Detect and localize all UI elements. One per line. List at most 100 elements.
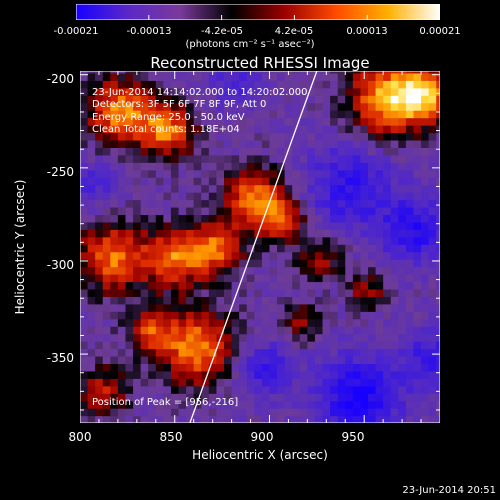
heatmap-cell <box>254 355 263 364</box>
heatmap-cell <box>80 199 89 208</box>
heatmap-cell <box>231 102 240 111</box>
heatmap-cell <box>307 95 316 104</box>
heatmap-cell <box>398 117 407 126</box>
heatmap-cell <box>163 311 172 320</box>
heatmap-cell <box>87 206 96 216</box>
heatmap-cell <box>284 147 293 156</box>
heatmap-cell <box>277 169 286 178</box>
heatmap-cell <box>307 192 316 201</box>
heatmap-cell <box>148 318 157 327</box>
heatmap-cell <box>421 162 430 171</box>
heatmap-cell <box>428 385 437 394</box>
heatmap-cell <box>413 236 422 245</box>
heatmap-cell <box>117 71 127 74</box>
heatmap-cell <box>292 147 301 156</box>
heatmap-cell <box>186 333 195 342</box>
heatmap-cell <box>254 139 263 148</box>
heatmap-cell <box>133 102 142 111</box>
heatmap-cell <box>292 117 301 126</box>
heatmap-cell <box>413 326 422 335</box>
heatmap-cell <box>170 184 180 193</box>
heatmap-cell <box>216 102 225 111</box>
heatmap-cell <box>201 333 210 342</box>
heatmap-cell <box>375 184 384 193</box>
heatmap-cell <box>277 162 286 171</box>
heatmap-cell <box>277 80 286 89</box>
heatmap-cell <box>201 259 210 268</box>
heatmap-cell <box>330 326 339 335</box>
heatmap-cell <box>110 348 119 357</box>
heatmap-cell <box>178 221 187 230</box>
heatmap-cell <box>254 415 263 423</box>
heatmap-cell <box>269 162 278 171</box>
heatmap-cell <box>163 415 172 423</box>
x-tick-label: 800 <box>68 430 92 444</box>
heatmap-cell <box>368 296 377 305</box>
heatmap-cell <box>261 192 271 201</box>
heatmap-cell <box>330 318 339 327</box>
heatmap-cell <box>178 154 187 163</box>
heatmap-cell <box>125 71 134 74</box>
heatmap-cell <box>337 154 346 163</box>
heatmap-cell <box>246 162 255 171</box>
heatmap-cell <box>95 244 104 253</box>
heatmap-cell <box>87 125 96 134</box>
heatmap-cell <box>375 326 384 335</box>
heatmap-cell <box>95 162 104 171</box>
heatmap-cell <box>345 71 354 74</box>
heatmap-cell <box>125 385 134 394</box>
heatmap-cell <box>239 139 248 148</box>
heatmap-cell <box>87 177 96 186</box>
heatmap-cell <box>163 102 172 111</box>
heatmap-cell <box>170 251 180 260</box>
heatmap-cell <box>216 125 225 134</box>
heatmap-cell <box>345 206 354 216</box>
heatmap-cell <box>269 415 278 423</box>
heatmap-cell <box>345 117 354 126</box>
heatmap-cell <box>125 415 134 423</box>
heatmap-cell <box>413 199 422 208</box>
heatmap-cell <box>360 132 369 141</box>
heatmap-cell <box>398 274 407 283</box>
heatmap-cell <box>436 206 440 216</box>
heatmap-cell <box>216 348 225 357</box>
heatmap-cell <box>117 169 127 178</box>
heatmap-cell <box>140 311 149 320</box>
heatmap-cell <box>360 288 369 297</box>
heatmap-cell <box>421 385 430 394</box>
heatmap-cell <box>322 110 331 119</box>
heatmap-cell <box>428 72 437 81</box>
heatmap-cell <box>330 244 339 253</box>
heatmap-cell <box>178 117 187 126</box>
heatmap-cell <box>193 169 202 178</box>
heatmap-cell <box>390 303 399 312</box>
heatmap-cell <box>421 303 430 312</box>
heatmap-cell <box>352 385 362 394</box>
heatmap-cell <box>254 154 263 163</box>
heatmap-cell <box>375 266 384 275</box>
heatmap-cell <box>428 326 437 335</box>
heatmap-cell <box>345 162 354 171</box>
heatmap-cell <box>345 326 354 335</box>
heatmap-cell <box>436 169 440 178</box>
heatmap-cell <box>231 147 240 156</box>
heatmap-cell <box>224 326 233 335</box>
heatmap-cell <box>390 177 399 186</box>
heatmap-cell <box>269 266 278 275</box>
heatmap-cell <box>117 221 127 230</box>
heatmap-cell <box>87 110 96 119</box>
heatmap-cell <box>345 370 354 379</box>
heatmap-cell <box>216 341 225 350</box>
heatmap-cell <box>216 80 225 89</box>
heatmap-cell <box>95 169 104 178</box>
heatmap-cell <box>155 303 164 312</box>
heatmap-cell <box>110 296 119 305</box>
heatmap-cell <box>224 125 233 134</box>
heatmap-cell <box>337 80 346 89</box>
heatmap-cell <box>314 177 324 186</box>
heatmap-cell <box>277 348 286 357</box>
heatmap-cell <box>330 206 339 216</box>
heatmap-cell <box>201 102 210 111</box>
heatmap-cell <box>186 251 195 260</box>
heatmap-cell <box>80 341 89 350</box>
